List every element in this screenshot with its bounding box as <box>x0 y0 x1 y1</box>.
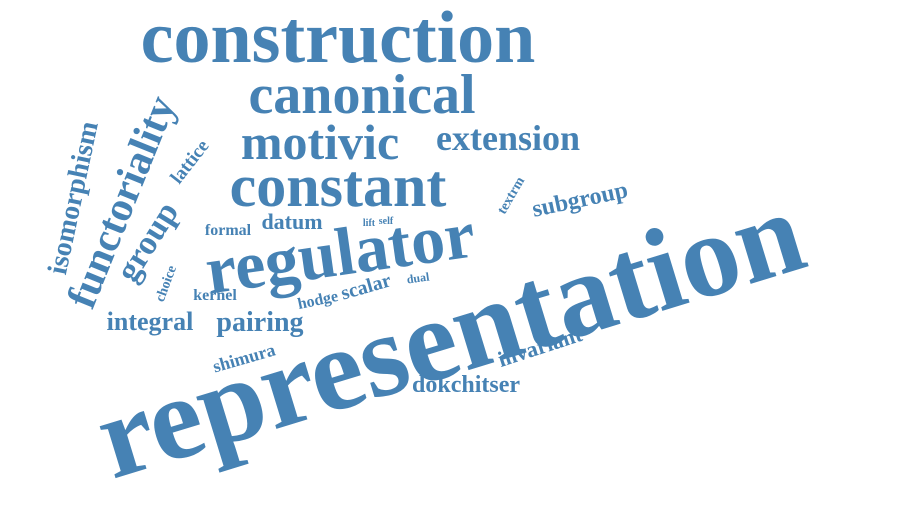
word-dokchitser: dokchitser <box>412 372 520 398</box>
word-datum: datum <box>261 209 323 234</box>
word-self: self <box>378 216 394 227</box>
word-canonical: canonical <box>248 64 476 126</box>
word-lift: lift <box>362 218 376 229</box>
word-constant: constant <box>229 153 447 219</box>
word-pairing: pairing <box>216 307 304 338</box>
word-extension: extension <box>436 118 580 158</box>
word-construction: construction <box>140 0 536 79</box>
word-lattice: lattice <box>166 136 214 188</box>
word-choice: choice <box>153 263 180 304</box>
word-textrm: textrm <box>494 174 529 218</box>
word-kernel: kernel <box>193 287 237 304</box>
word-integral: integral <box>106 307 194 336</box>
word-dual: dual <box>405 269 431 287</box>
word-motivic: motivic <box>240 114 400 170</box>
word-formal: formal <box>204 222 252 239</box>
